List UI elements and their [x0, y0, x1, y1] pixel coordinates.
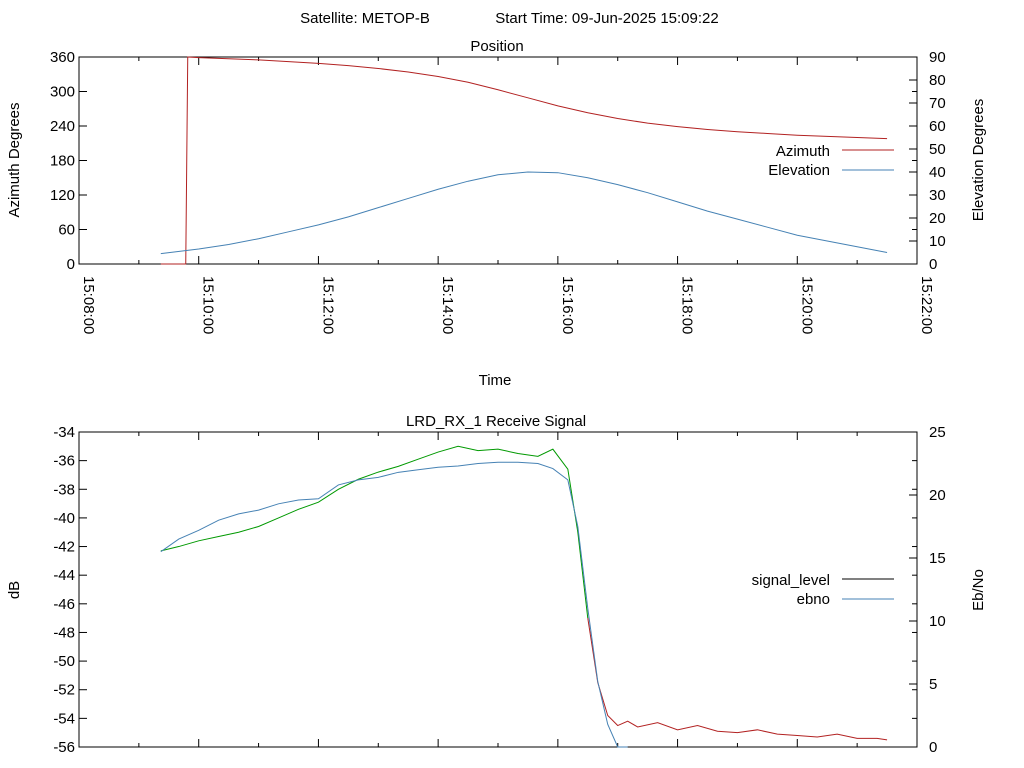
position-x-tick-label: 15:22:00 [918, 276, 935, 334]
signal-series-ebno [160, 461, 628, 748]
signal-y-tick-label: -44 [53, 567, 75, 584]
position-chart-title: Position [470, 38, 523, 55]
position-y2-tick-label: 10 [929, 233, 946, 250]
position-y2-axis-label: Elevation Degrees [970, 99, 987, 222]
position-x-tick-label: 15:18:00 [679, 276, 696, 334]
signal-y2-tick-label: 25 [929, 424, 946, 441]
signal-y-tick-label: -56 [53, 739, 75, 756]
position-x-tick-label: 15:20:00 [798, 276, 815, 334]
signal-y2-tick-label: 20 [929, 487, 946, 504]
position-x-axis-label: Time [479, 372, 512, 389]
signal-y2-tick-label: 10 [929, 613, 946, 630]
signal-y-tick-label: -46 [53, 596, 75, 613]
signal-y-tick-label: -40 [53, 510, 75, 527]
position-chart: Position Time Azimuth Degrees Elevation … [6, 38, 987, 389]
position-y2-tick-label: 0 [929, 256, 937, 273]
signal-y-tick-label: -36 [53, 453, 75, 470]
position-y-tick-label: 120 [50, 187, 75, 204]
signal-series-signal-level-low [587, 618, 888, 741]
signal-y-tick-label: -34 [53, 424, 75, 441]
signal-y-tick-label: -38 [53, 481, 75, 498]
legend-label-elevation: Elevation [768, 162, 830, 179]
signal-plot-frame [78, 431, 918, 748]
signal-y2-tick-label: 15 [929, 550, 946, 567]
signal-y-tick-label: -54 [53, 710, 75, 727]
satellite-label: Satellite: METOP-B [300, 10, 430, 27]
start-time-label: Start Time: 09-Jun-2025 15:09:22 [495, 10, 718, 27]
position-x-tick-label: 15:08:00 [80, 276, 97, 334]
position-x-tick-label: 15:10:00 [200, 276, 217, 334]
position-y2-tick-label: 50 [929, 141, 946, 158]
receive-signal-chart: LRD_RX_1 Receive Signal dB Eb/No -56 -54 -… [6, 413, 987, 756]
position-plot-frame [78, 56, 918, 265]
legend-label-signal-level: signal_level [752, 572, 830, 589]
position-x-tick-label: 15:14:00 [439, 276, 456, 334]
position-y-axis-label: Azimuth Degrees [6, 102, 23, 217]
legend-label-ebno: ebno [797, 591, 830, 608]
position-y2-tick-label: 90 [929, 49, 946, 66]
position-y2-tick-label: 20 [929, 210, 946, 227]
position-y-tick-label: 240 [50, 118, 75, 135]
signal-y-tick-label: -50 [53, 653, 75, 670]
signal-y-tick-label: -52 [53, 682, 75, 699]
position-y2-tick-label: 40 [929, 164, 946, 181]
position-x-tick-label: 15:12:00 [319, 276, 336, 334]
position-y-tick-label: 360 [50, 49, 75, 66]
signal-y2-tick-label: 5 [929, 676, 937, 693]
signal-y-axis-label: dB [6, 581, 23, 599]
signal-chart-title: LRD_RX_1 Receive Signal [406, 413, 586, 430]
position-y2-tick-label: 60 [929, 118, 946, 135]
position-y-tick-label: 0 [67, 256, 75, 273]
position-y-tick-label: 180 [50, 153, 75, 170]
position-y2-tick-label: 30 [929, 187, 946, 204]
position-series-azimuth [160, 56, 888, 265]
position-x-tick-label: 15:16:00 [559, 276, 576, 334]
position-y-tick-label: 300 [50, 84, 75, 101]
position-y2-tick-label: 80 [929, 72, 946, 89]
signal-series-signal-level-high [160, 445, 589, 619]
position-y-tick-label: 60 [58, 222, 75, 239]
signal-y-tick-label: -48 [53, 624, 75, 641]
signal-y2-tick-label: 0 [929, 739, 937, 756]
position-y2-tick-label: 70 [929, 95, 946, 112]
legend-label-azimuth: Azimuth [776, 143, 830, 160]
signal-y2-axis-label: Eb/No [970, 569, 987, 611]
signal-y-tick-label: -42 [53, 539, 75, 556]
position-series-elevation [160, 171, 888, 255]
